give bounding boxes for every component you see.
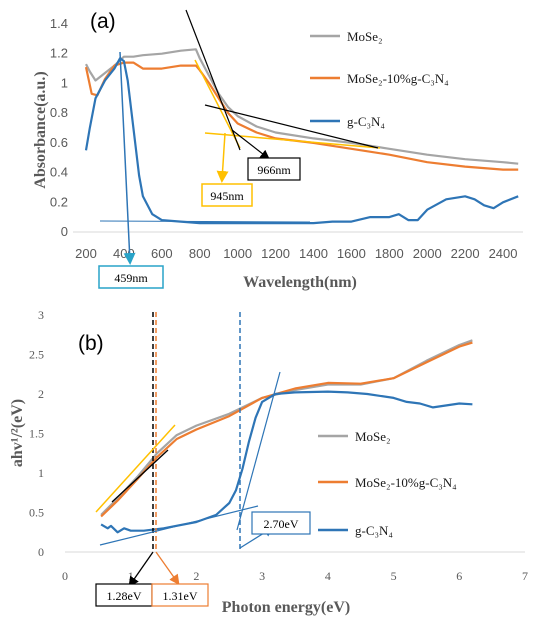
annotation-966nm: 966nm [247, 157, 301, 181]
x-tick-label: 4 [325, 569, 331, 583]
black-arrow [231, 129, 270, 160]
tangent-line-black-b [111, 449, 169, 503]
x-tick-label: 7 [522, 569, 528, 583]
panel-a: 200 400 600 800 1000 1200 1400 1600 1800 2000 2200… [32, 9, 523, 291]
tangent-line-blue-b [236, 371, 281, 531]
y-tick-label: 2 [38, 387, 44, 401]
x-tick-label: 5 [391, 569, 397, 583]
x-tick-label: 1400 [299, 246, 328, 261]
x-tick-label: 2 [193, 569, 199, 583]
x-tick-label: 200 [75, 246, 97, 261]
legend-b: MoSe₂ MoSe₂-10%g-C₃N₄ g-C₃N₄ [318, 429, 457, 538]
baseline-line-black [204, 104, 379, 149]
x-tick-label: 6 [456, 569, 462, 583]
x-tick-label: 3 [259, 569, 265, 583]
x-tick-label: 2400 [489, 246, 518, 261]
svg-text:g-C₃N₄: g-C₃N₄ [347, 114, 385, 129]
svg-text:MoSe₂-10%g-C₃N₄: MoSe₂-10%g-C₃N₄ [347, 71, 449, 86]
y-tick-label: 1 [61, 75, 68, 90]
svg-text:1.28eV: 1.28eV [107, 589, 142, 603]
svg-text:MoSe₂: MoSe₂ [347, 29, 383, 44]
y-tick-label: 0.8 [50, 105, 68, 120]
annotation-945nm: 945nm [201, 183, 253, 207]
black-arrow-b [128, 551, 154, 588]
y-tick-label: 1.2 [50, 46, 68, 61]
x-tick-label: 2200 [451, 246, 480, 261]
y-tick-label: 0.4 [50, 165, 68, 180]
svg-text:g-C₃N₄: g-C₃N₄ [355, 523, 393, 538]
tangent-arrow-g-c3n4 [119, 51, 136, 265]
orange-arrow-b [155, 551, 180, 586]
x-tick-label: 400 [113, 246, 135, 261]
svg-text:MoSe₂-10%g-C₃N₄: MoSe₂-10%g-C₃N₄ [355, 475, 457, 490]
svg-text:945nm: 945nm [210, 189, 244, 203]
x-tick-label: 1200 [261, 246, 290, 261]
panel-label-a: (a) [90, 10, 116, 33]
y-tick-label: 0 [61, 224, 68, 239]
y-tick-label: 0.5 [29, 506, 44, 520]
legend-item-composite-a: MoSe₂-10%g-C₃N₄ [310, 71, 449, 86]
svg-text:1.31eV: 1.31eV [163, 589, 198, 603]
annotation-459nm: 459nm [98, 265, 164, 289]
legend-item-mose2-a: MoSe₂ [310, 29, 383, 44]
x-tick-label: 600 [151, 246, 173, 261]
y-tick-label: 0.6 [50, 135, 68, 150]
baseline-line-g-c3n4 [99, 220, 311, 223]
annotation-2-70ev: 2.70eV [251, 511, 311, 535]
y-tick-label: 2.5 [29, 348, 44, 362]
y-tick-label: 1.4 [50, 16, 68, 31]
series-line-mose2-g-c3n4 [100, 341, 473, 518]
y-tick-label: 0.2 [50, 194, 68, 209]
tangent-line-black [185, 9, 241, 151]
x-tick-label: 2000 [413, 246, 442, 261]
annotation-1-31ev: 1.31eV [151, 583, 209, 607]
tangent-line-yellow-b [95, 424, 176, 513]
y-axis-title-b: ahv¹/²(eV) [9, 399, 26, 467]
svg-text:459nm: 459nm [114, 271, 148, 285]
panel-label-b: (b) [78, 332, 104, 355]
baseline-line-blue-b [99, 505, 259, 546]
svg-text:2.70eV: 2.70eV [264, 517, 299, 531]
x-tick-label: 1000 [223, 246, 252, 261]
legend-item-g-c3n4-a: g-C₃N₄ [310, 114, 385, 129]
series-line-mose2 [85, 48, 519, 165]
legend-item-g-c3n4-b: g-C₃N₄ [318, 523, 393, 538]
x-axis-title-b: Photon energy(eV) [222, 599, 350, 616]
legend-item-composite-b: MoSe₂-10%g-C₃N₄ [318, 475, 457, 490]
x-tick-label: 1800 [375, 246, 404, 261]
annotation-1-28ev: 1.28eV [95, 583, 153, 607]
y-tick-label: 3 [38, 308, 44, 322]
legend-a: MoSe₂ MoSe₂-10%g-C₃N₄ g-C₃N₄ [310, 29, 449, 129]
svg-text:966nm: 966nm [257, 163, 291, 177]
series-line-g-c3n4 [100, 390, 473, 534]
x-tick-label: 0 [62, 569, 68, 583]
yellow-arrow [216, 132, 229, 183]
y-tick-label: 1.5 [29, 427, 44, 441]
y-tick-label: 1 [38, 466, 44, 480]
y-tick-label: 0 [38, 545, 44, 559]
x-axis-title-a: Wavelength(nm) [243, 274, 357, 291]
panel-b: 0 1 2 3 4 5 6 700.511.522.53 (b) Photon energy(… [9, 308, 528, 616]
y-axis-title-a: Absorbance(a.u.) [32, 71, 49, 188]
svg-text:MoSe₂: MoSe₂ [355, 429, 391, 444]
tangent-line-yellow [194, 59, 241, 149]
series-line-mose2-g-c3n4 [84, 61, 519, 171]
legend-item-mose2-b: MoSe₂ [318, 429, 391, 444]
x-tick-label: 1600 [337, 246, 366, 261]
x-tick-label: 800 [189, 246, 211, 261]
